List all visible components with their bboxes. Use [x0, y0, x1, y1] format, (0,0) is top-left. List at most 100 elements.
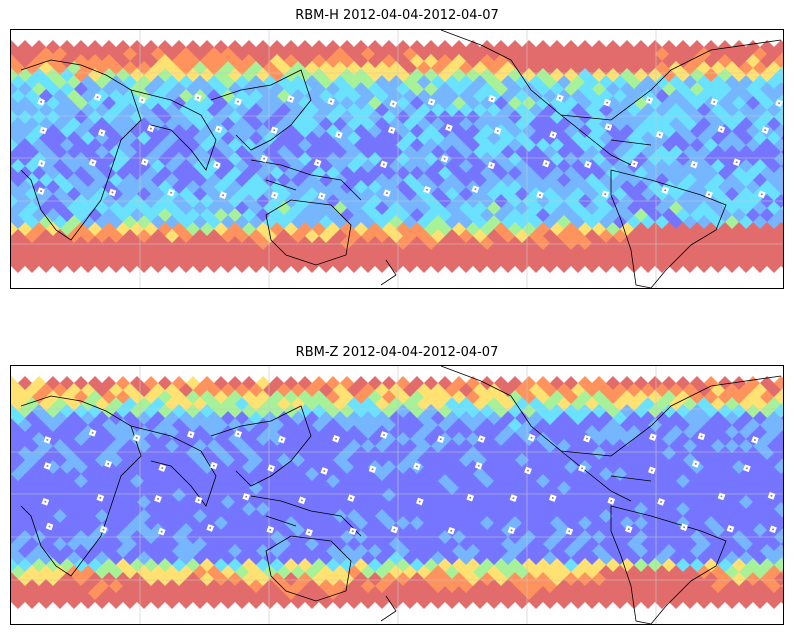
field-cell [444, 593, 460, 609]
station-marker [427, 98, 436, 106]
field-cell [773, 250, 783, 266]
coastline [210, 69, 312, 151]
panel-title-bottom: RBM-Z 2012-04-04-2012-04-07 [295, 345, 499, 360]
field-cell [220, 593, 236, 609]
field-cell [430, 257, 446, 273]
field-cell [360, 257, 376, 273]
station-marker [327, 97, 335, 106]
station-marker [601, 190, 610, 199]
field-cell [360, 593, 376, 609]
field-cell [570, 593, 586, 609]
field-cell [570, 257, 586, 273]
station-marker [471, 185, 480, 194]
field-cell [346, 593, 362, 609]
station-marker [88, 428, 97, 437]
field-cell [710, 257, 726, 273]
field-cell [640, 257, 656, 273]
field-cell [234, 593, 250, 609]
field-cell [724, 257, 740, 273]
station-marker [690, 160, 698, 169]
station-marker [267, 464, 276, 473]
station-marker [88, 158, 97, 167]
station-marker [657, 498, 665, 506]
field-cell [178, 257, 194, 273]
station-marker [219, 191, 227, 200]
station-marker [542, 159, 550, 168]
station-markers [37, 93, 783, 200]
station-marker [379, 160, 388, 169]
map-panel-bottom [10, 365, 784, 625]
station-marker [436, 435, 445, 444]
field-cell [472, 593, 488, 609]
field-cell [80, 593, 96, 609]
station-marker [691, 460, 700, 468]
station-marker [234, 97, 242, 106]
station-marker [645, 96, 654, 105]
field-cell [514, 593, 530, 609]
station-marker [138, 96, 147, 104]
field-cell [682, 257, 698, 273]
station-marker [286, 95, 295, 103]
field-cell [766, 593, 782, 609]
station-marker [140, 158, 149, 166]
field-cell [752, 593, 768, 609]
field-cell [416, 257, 432, 273]
station-marker [649, 433, 657, 441]
station-marker [751, 436, 759, 444]
field-cell [612, 257, 628, 273]
field-cell [94, 593, 110, 609]
field-cell [374, 593, 390, 609]
station-marker [270, 126, 279, 135]
station-marker [584, 160, 592, 169]
station-marker [242, 492, 251, 501]
station-marker [320, 467, 329, 475]
field-cell [38, 257, 54, 273]
field-cell [94, 257, 110, 273]
coastline [440, 366, 782, 457]
coastline [610, 169, 727, 288]
field-cell [66, 593, 82, 609]
station-marker [194, 93, 202, 102]
station-marker [96, 494, 105, 502]
field-cell [556, 257, 572, 273]
field-cell [556, 593, 572, 609]
station-marker [167, 188, 175, 197]
station-marker [630, 160, 639, 168]
station-marker [415, 497, 424, 506]
coastline [250, 159, 362, 201]
station-marker [527, 433, 536, 442]
field-cell [626, 257, 642, 273]
station-marker [477, 435, 486, 443]
field-cell [773, 432, 783, 448]
field-cell [773, 418, 783, 434]
coastline [20, 59, 142, 241]
field-cell [773, 194, 783, 210]
station-marker [206, 524, 215, 532]
station-marker [39, 126, 48, 135]
station-marker [37, 187, 45, 195]
field-cell [773, 124, 783, 140]
field-cell [773, 138, 783, 154]
field-cell [80, 257, 96, 273]
station-marker [380, 431, 388, 439]
field-cell [248, 257, 264, 273]
field-cell [262, 257, 278, 273]
coastline [265, 535, 352, 602]
station-marker [108, 188, 117, 197]
station-marker [726, 524, 735, 533]
station-marker [607, 497, 616, 505]
station-marker [488, 95, 496, 103]
field-cell [528, 257, 544, 273]
data-field [11, 376, 783, 609]
field-cell [752, 257, 768, 273]
coastline [380, 259, 397, 286]
station-marker [440, 154, 449, 163]
station-marker [147, 124, 155, 133]
field-cell [24, 257, 40, 273]
coastline [250, 495, 362, 537]
field-cell [773, 166, 783, 182]
station-marker [548, 494, 557, 502]
field-cell [192, 593, 208, 609]
station-marker [104, 460, 113, 468]
station-marker [466, 493, 475, 502]
